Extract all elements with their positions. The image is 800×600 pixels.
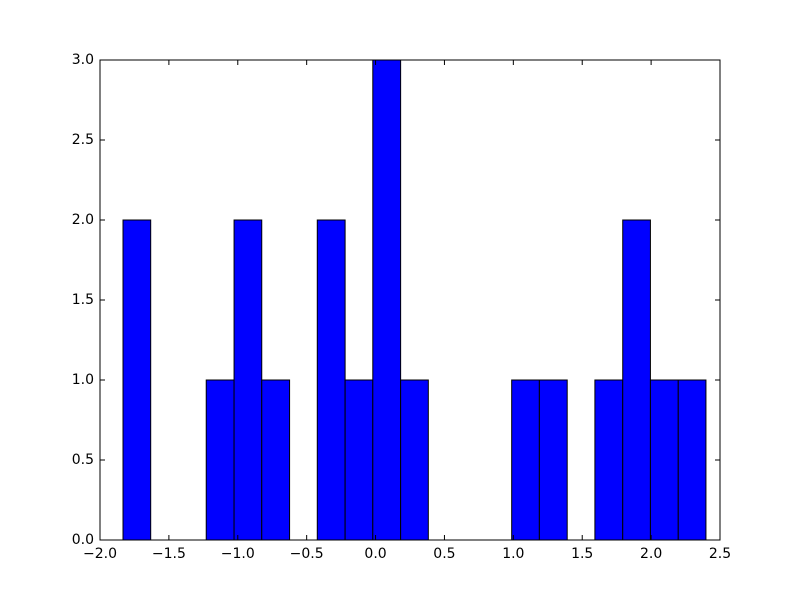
bar (677, 379, 707, 541)
x-tick-label: 2.5 (709, 546, 731, 562)
bar (511, 379, 540, 541)
x-tick-label: −1.0 (221, 546, 255, 562)
bar (122, 219, 152, 541)
bar (400, 379, 429, 541)
bar (372, 59, 402, 541)
y-tick-label: 0.0 (72, 532, 94, 548)
y-tick-label: 2.0 (72, 212, 94, 228)
y-tick-label: 3.0 (72, 52, 94, 68)
x-tick-label: 1.0 (502, 546, 524, 562)
x-tick-label: 0.5 (433, 546, 455, 562)
y-tick-label: 1.5 (72, 292, 94, 308)
bar (205, 379, 235, 541)
bar (261, 379, 291, 541)
y-tick-label: 1.0 (72, 372, 94, 388)
y-tick-label: 0.5 (72, 452, 94, 468)
bar (622, 219, 651, 541)
bar (316, 219, 346, 541)
x-tick-label: −0.5 (290, 546, 324, 562)
x-tick-label: 1.5 (571, 546, 593, 562)
bar (233, 219, 263, 541)
x-tick-label: −1.5 (152, 546, 186, 562)
x-tick-label: −2.0 (83, 546, 117, 562)
x-tick-label: 2.0 (640, 546, 662, 562)
y-tick-label: 2.5 (72, 132, 94, 148)
bar (594, 379, 624, 541)
bar (344, 379, 374, 541)
x-tick-label: 0.0 (364, 546, 386, 562)
bar (649, 379, 679, 541)
bar (538, 379, 568, 541)
